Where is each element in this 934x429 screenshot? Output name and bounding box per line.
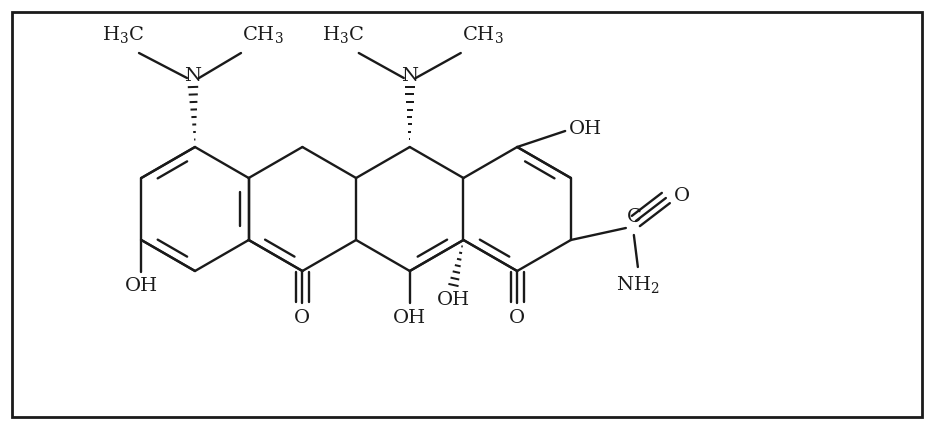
Text: N: N [185,67,202,85]
Text: $\mathregular{CH_3}$: $\mathregular{CH_3}$ [461,24,503,45]
Text: $\mathregular{CH_3}$: $\mathregular{CH_3}$ [242,24,284,45]
Text: $\mathregular{NH_2}$: $\mathregular{NH_2}$ [616,274,659,295]
Text: $\mathregular{H_3C}$: $\mathregular{H_3C}$ [322,24,364,45]
Text: $\mathregular{H_3C}$: $\mathregular{H_3C}$ [102,24,144,45]
Text: OH: OH [393,309,426,327]
Text: OH: OH [437,291,470,309]
Text: O: O [294,309,310,327]
Text: O: O [673,187,690,205]
Text: N: N [402,67,418,85]
Text: C: C [627,208,642,226]
Text: OH: OH [125,277,158,295]
Text: O: O [509,309,525,327]
Text: OH: OH [569,120,602,138]
